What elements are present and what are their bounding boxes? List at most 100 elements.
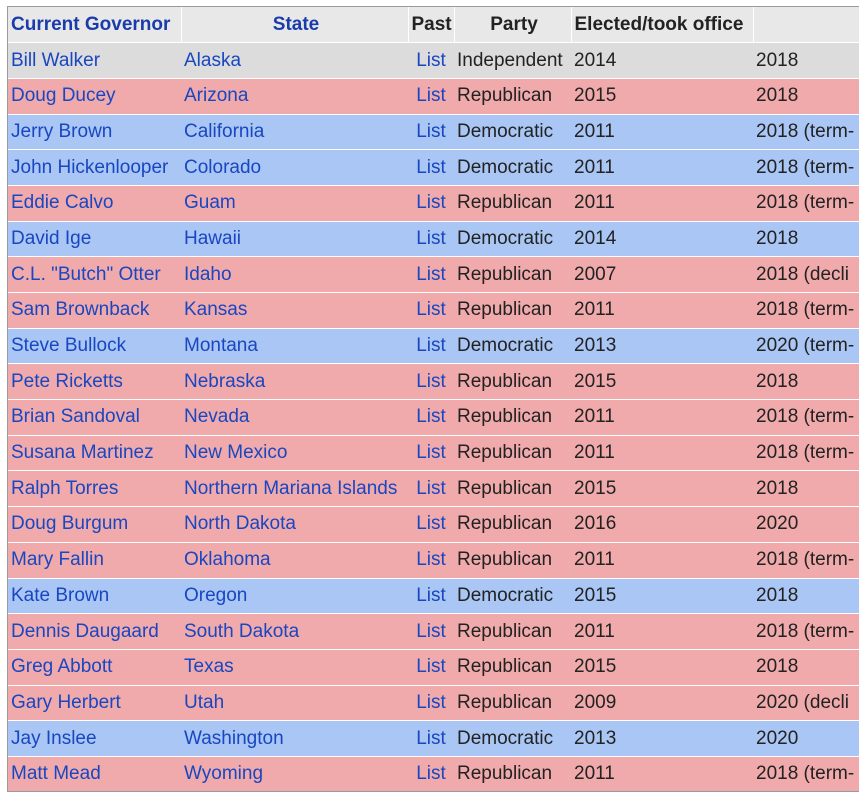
governor-link[interactable]: Dennis Daugaard [8, 613, 181, 650]
state-link[interactable]: Texas [181, 649, 408, 686]
governor-link[interactable]: Brian Sandoval [8, 399, 181, 436]
governor-link[interactable]: Eddie Calvo [8, 185, 181, 222]
table-row: Gary Herbert Utah List Republican 2009 2020 (… [8, 685, 859, 722]
governor-link[interactable]: Matt Mead [8, 756, 181, 791]
governor-link[interactable]: Doug Ducey [8, 78, 181, 115]
elected-cell: 2011 [571, 399, 753, 436]
term-end-cell: 2020 [753, 720, 859, 757]
party-cell: Republican [454, 542, 571, 579]
table-row: Jerry Brown California List Democratic 2011 2… [8, 114, 859, 151]
term-end-cell: 2018 [753, 578, 859, 615]
state-link[interactable]: Oklahoma [181, 542, 408, 579]
governor-link[interactable]: C.L. "Butch" Otter [8, 256, 181, 293]
governor-link[interactable]: Gary Herbert [8, 685, 181, 722]
elected-cell: 2011 [571, 435, 753, 472]
elected-cell: 2011 [571, 542, 753, 579]
past-list-link[interactable]: List [408, 542, 454, 579]
governor-link[interactable]: Greg Abbott [8, 649, 181, 686]
table-row: Ralph Torres Northern Mariana Islands List… [8, 470, 859, 508]
governor-link[interactable]: Kate Brown [8, 578, 181, 615]
state-link[interactable]: Hawaii [181, 221, 408, 258]
state-link[interactable]: Guam [181, 185, 408, 222]
governor-link[interactable]: Jerry Brown [8, 114, 181, 151]
past-list-link[interactable]: List [408, 114, 454, 151]
table-row: John Hickenlooper Colorado List Democratic 2… [8, 149, 859, 186]
state-link[interactable]: Nebraska [181, 363, 408, 401]
governor-link[interactable]: Bill Walker [8, 42, 181, 79]
table-row: Bill Walker Alaska List Independent 2014 2018 [8, 42, 859, 79]
table-row: Doug Burgum North Dakota List Republican 201… [8, 506, 859, 543]
party-cell: Republican [454, 613, 571, 650]
term-end-cell: 2018 (term- [753, 756, 859, 791]
past-list-link[interactable]: List [408, 435, 454, 472]
table-row: Steve Bullock Montana List Democratic 2013 20… [8, 328, 859, 365]
term-end-cell: 2018 [753, 42, 859, 79]
term-end-cell: 2018 (term- [753, 613, 859, 650]
term-end-cell: 2020 (decli [753, 685, 859, 722]
table-row: Jay Inslee Washington List Democratic 2013 20… [8, 720, 859, 757]
past-list-link[interactable]: List [408, 256, 454, 293]
elected-cell: 2013 [571, 720, 753, 757]
past-list-link[interactable]: List [408, 578, 454, 615]
past-list-link[interactable]: List [408, 42, 454, 79]
past-list-link[interactable]: List [408, 221, 454, 258]
party-cell: Republican [454, 470, 571, 508]
state-link[interactable]: North Dakota [181, 506, 408, 543]
elected-cell: 2015 [571, 78, 753, 115]
state-link[interactable]: Alaska [181, 42, 408, 79]
governor-link[interactable]: Doug Burgum [8, 506, 181, 543]
past-list-link[interactable]: List [408, 328, 454, 365]
state-link[interactable]: Wyoming [181, 756, 408, 791]
header-current-governor[interactable]: Current Governor [8, 7, 182, 44]
governor-link[interactable]: Jay Inslee [8, 720, 181, 757]
elected-cell: 2009 [571, 685, 753, 722]
governor-link[interactable]: Pete Ricketts [8, 363, 181, 401]
governors-table: Current Governor State Past Party Electe… [8, 7, 859, 791]
past-list-link[interactable]: List [408, 292, 454, 329]
state-link[interactable]: Arizona [181, 78, 408, 115]
past-list-link[interactable]: List [408, 649, 454, 686]
state-link[interactable]: Washington [181, 720, 408, 757]
past-list-link[interactable]: List [408, 685, 454, 722]
state-link[interactable]: Nevada [181, 399, 408, 436]
party-cell: Republican [454, 78, 571, 115]
term-end-cell: 2018 (decli [753, 256, 859, 293]
governor-link[interactable]: Steve Bullock [8, 328, 181, 365]
past-list-link[interactable]: List [408, 613, 454, 650]
past-list-link[interactable]: List [408, 149, 454, 186]
state-link[interactable]: Utah [181, 685, 408, 722]
past-list-link[interactable]: List [408, 363, 454, 401]
governor-link[interactable]: David Ige [8, 221, 181, 258]
past-list-link[interactable]: List [408, 506, 454, 543]
term-end-cell: 2018 [753, 221, 859, 258]
table-row: Kate Brown Oregon List Democratic 2015 2018 [8, 578, 859, 615]
governor-link[interactable]: Susana Martinez [8, 435, 181, 472]
past-list-link[interactable]: List [408, 756, 454, 791]
state-link[interactable]: Idaho [181, 256, 408, 293]
state-link[interactable]: Kansas [181, 292, 408, 329]
elected-cell: 2014 [571, 42, 753, 79]
state-link[interactable]: California [181, 114, 408, 151]
elected-cell: 2015 [571, 649, 753, 686]
past-list-link[interactable]: List [408, 470, 454, 508]
past-list-link[interactable]: List [408, 720, 454, 757]
state-link[interactable]: Montana [181, 328, 408, 365]
governor-link[interactable]: John Hickenlooper [8, 149, 181, 186]
elected-cell: 2011 [571, 114, 753, 151]
state-link[interactable]: Northern Mariana Islands [181, 470, 408, 508]
state-link[interactable]: Colorado [181, 149, 408, 186]
header-state[interactable]: State [181, 7, 409, 44]
governor-link[interactable]: Mary Fallin [8, 542, 181, 579]
elected-cell: 2011 [571, 185, 753, 222]
past-list-link[interactable]: List [408, 78, 454, 115]
governor-link[interactable]: Sam Brownback [8, 292, 181, 329]
past-list-link[interactable]: List [408, 399, 454, 436]
state-link[interactable]: New Mexico [181, 435, 408, 472]
party-cell: Republican [454, 435, 571, 472]
past-list-link[interactable]: List [408, 185, 454, 222]
state-link[interactable]: South Dakota [181, 613, 408, 650]
state-link[interactable]: Oregon [181, 578, 408, 615]
term-end-cell: 2018 (term- [753, 149, 859, 186]
governor-link[interactable]: Ralph Torres [8, 470, 181, 508]
header-party: Party [454, 7, 572, 44]
